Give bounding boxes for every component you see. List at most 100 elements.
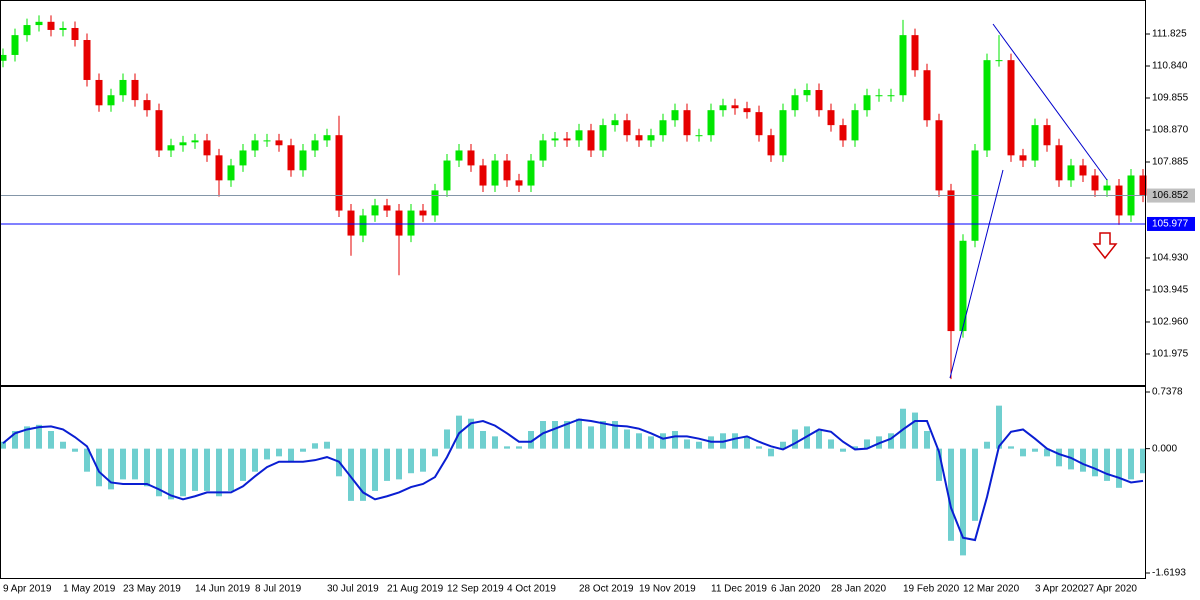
- candle-body: [635, 135, 643, 141]
- candle-body: [191, 140, 199, 143]
- candle-body: [659, 120, 667, 136]
- histogram-bar: [960, 448, 966, 556]
- candle-body: [167, 145, 175, 151]
- candle-body: [575, 130, 583, 141]
- histogram-bar: [120, 448, 126, 480]
- histogram-bar: [996, 405, 1002, 449]
- histogram-bar: [1092, 448, 1098, 477]
- candle-body: [1079, 165, 1087, 176]
- candle-body: [767, 135, 775, 156]
- candle-body: [719, 105, 727, 111]
- candle-body: [899, 35, 907, 96]
- histogram-bar: [1080, 448, 1086, 472]
- candle-body: [875, 95, 883, 97]
- y-tick-label: 109.855: [1152, 93, 1189, 104]
- candle-body: [911, 35, 919, 71]
- candle-body: [599, 125, 607, 151]
- candle-body: [839, 125, 847, 141]
- candle-body: [47, 21, 55, 30]
- candle-body: [83, 40, 91, 80]
- x-tick-label: 12 Sep 2019: [447, 584, 504, 595]
- histogram-bar: [684, 439, 690, 449]
- trend-line: [949, 169, 1004, 379]
- candle-body: [887, 95, 895, 97]
- x-tick-label: 21 Aug 2019: [387, 584, 444, 595]
- candle-body: [563, 138, 571, 141]
- histogram-bar: [312, 443, 318, 449]
- histogram-bar: [288, 448, 294, 462]
- candle-body: [0, 54, 7, 61]
- histogram-bar: [816, 430, 822, 449]
- candle-body: [1055, 145, 1063, 181]
- histogram-bar: [60, 441, 66, 449]
- candle-body: [923, 70, 931, 121]
- candle-body: [779, 110, 787, 156]
- candle-body: [1091, 175, 1099, 191]
- histogram-bar: [1056, 448, 1062, 467]
- candle-body: [503, 160, 511, 181]
- candle-body: [35, 21, 43, 26]
- candle-body: [287, 145, 295, 171]
- candle-body: [251, 140, 259, 151]
- histogram-bar: [360, 448, 366, 501]
- histogram-bar: [528, 430, 534, 449]
- histogram-bar: [576, 418, 582, 449]
- y-tick-label: 101.975: [1152, 349, 1189, 360]
- x-tick-label: 3 Apr 2020: [1035, 584, 1084, 595]
- histogram-bar: [828, 439, 834, 449]
- histogram-bar: [984, 441, 990, 449]
- histogram-bar: [72, 448, 78, 452]
- candle-body: [695, 135, 703, 137]
- candle-body: [359, 215, 367, 236]
- candle-body: [755, 112, 763, 136]
- price-panel-frame: [0, 0, 1146, 386]
- histogram-bar: [12, 430, 18, 449]
- histogram-bar: [324, 441, 330, 449]
- candle-body: [647, 135, 655, 141]
- price-label: 105.977: [1152, 219, 1189, 230]
- x-tick-label: 11 Dec 2019: [711, 584, 767, 595]
- x-tick-label: 14 Jun 2019: [195, 584, 250, 595]
- histogram-bar: [468, 418, 474, 449]
- candle-body: [1019, 155, 1027, 161]
- y-tick-label: 0.7378: [1152, 387, 1183, 398]
- histogram-bar: [0, 441, 6, 449]
- x-tick-label: 23 May 2019: [123, 584, 181, 595]
- histogram-bar: [384, 448, 390, 481]
- candle-body: [59, 27, 67, 30]
- histogram-bar: [648, 436, 654, 449]
- candle-body: [851, 110, 859, 141]
- candle-body: [1115, 185, 1123, 216]
- y-tick-label: 108.870: [1152, 125, 1189, 136]
- y-tick-label: 111.825: [1152, 29, 1187, 40]
- sell-arrow: [1092, 232, 1118, 260]
- histogram-bar: [84, 448, 90, 472]
- histogram-bar: [444, 429, 450, 449]
- histogram-bar: [696, 441, 702, 449]
- candle-body: [815, 90, 823, 111]
- y-tick-label: 104.930: [1152, 253, 1189, 264]
- x-tick-label: 19 Feb 2020: [903, 584, 960, 595]
- candle-body: [731, 105, 739, 109]
- histogram-bar: [1140, 448, 1146, 474]
- candle-body: [1031, 125, 1039, 161]
- x-tick-label: 6 Jan 2020: [771, 584, 821, 595]
- candle-body: [1103, 185, 1111, 191]
- histogram-bar: [1008, 446, 1014, 449]
- candle-body: [347, 210, 355, 236]
- y-tick-label: 110.840: [1152, 61, 1188, 72]
- candle-body: [995, 60, 1003, 62]
- histogram-bar: [888, 433, 894, 449]
- histogram-bar: [588, 426, 594, 449]
- candle-body: [227, 165, 235, 181]
- histogram-bar: [768, 448, 774, 457]
- histogram-bar: [228, 448, 234, 491]
- x-tick-label: 28 Jan 2020: [831, 584, 886, 595]
- candle-body: [395, 210, 403, 236]
- histogram-bar: [672, 430, 678, 449]
- candle-body: [335, 135, 343, 211]
- candle-body: [791, 95, 799, 111]
- x-tick-label: 27 Apr 2020: [1083, 584, 1137, 595]
- x-tick-label: 4 Oct 2019: [507, 584, 556, 595]
